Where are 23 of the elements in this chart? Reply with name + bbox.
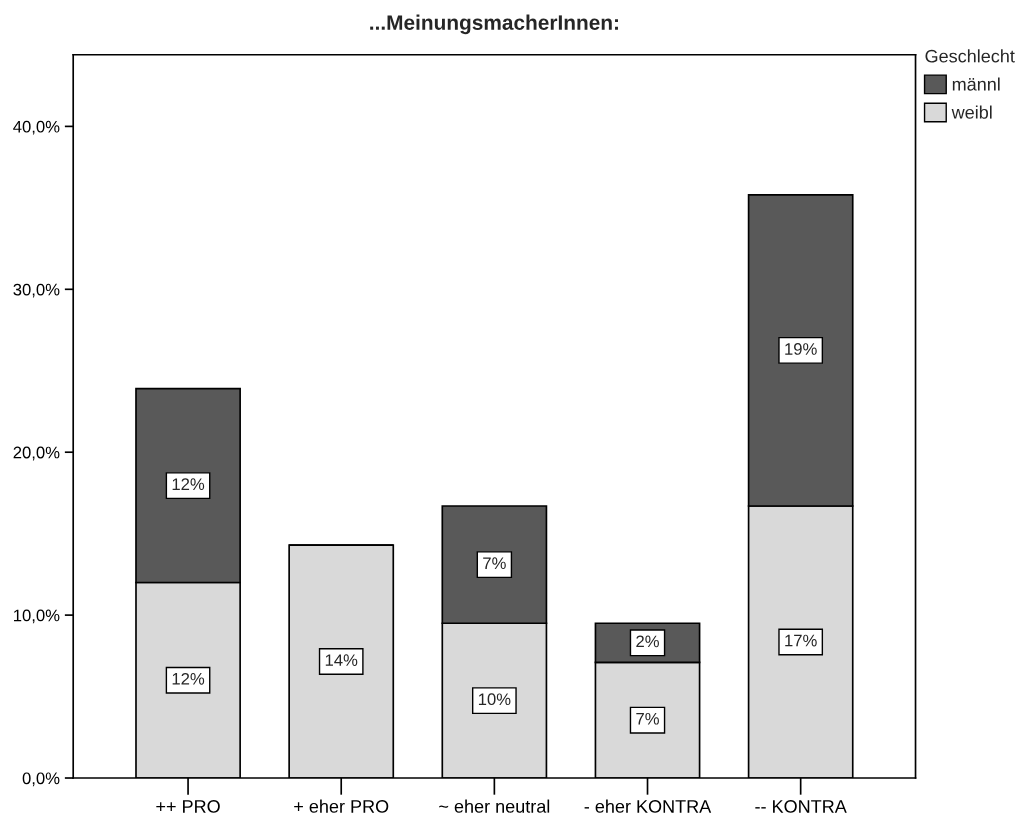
y-tick-label: 0,0% xyxy=(22,772,60,787)
data-label: 7% xyxy=(636,712,659,725)
x-tick-label: ~ eher neutral xyxy=(439,799,550,813)
y-tick-label: 40,0% xyxy=(13,120,60,135)
x-tick-label: + eher PRO xyxy=(294,799,389,813)
x-tick-label: ++ PRO xyxy=(156,800,220,813)
data-label: 10% xyxy=(478,693,511,706)
data-label: 14% xyxy=(325,654,358,666)
data-label: 2% xyxy=(636,635,659,648)
legend-title: Geschlecht xyxy=(925,49,1015,63)
data-label: 12% xyxy=(172,672,205,685)
data-label: 7% xyxy=(483,557,506,570)
y-tick-label: 30,0% xyxy=(13,283,60,298)
x-tick-label: -- KONTRA xyxy=(755,800,847,813)
y-tick-label: 20,0% xyxy=(13,446,60,461)
legend-label: weibl xyxy=(951,105,992,119)
data-label: 19% xyxy=(785,343,817,355)
y-tick-label: 10,0% xyxy=(14,609,60,624)
data-label: 12% xyxy=(172,478,205,491)
chart-title: ...MeinungsmacherInnen: xyxy=(370,14,618,35)
legend-label: männl xyxy=(952,77,1000,91)
x-tick-label: - eher KONTRA xyxy=(584,799,712,813)
data-label: 17% xyxy=(785,634,817,647)
